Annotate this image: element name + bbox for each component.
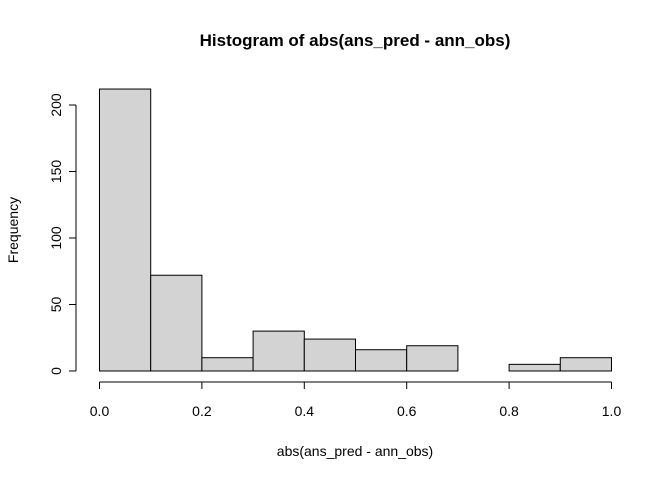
x-tick-label: 0.2 (192, 403, 212, 419)
x-tick-label: 0.0 (90, 403, 110, 419)
histogram-bar-4 (303, 338, 356, 372)
y-axis: 0 50 100 150 200 (48, 93, 77, 375)
chart-title: Histogram of abs(ans_pred - ann_obs) (200, 31, 511, 50)
y-tick-label: 0 (48, 367, 64, 375)
histogram-bar-5 (355, 349, 408, 372)
x-tick-label: 0.6 (397, 403, 417, 419)
y-tick-label: 150 (48, 160, 64, 184)
y-tick-label: 50 (48, 297, 64, 313)
bars-group (99, 88, 612, 372)
x-tick-label: 0.8 (499, 403, 519, 419)
histogram-bar-8 (508, 363, 561, 372)
y-axis-label: Frequency (5, 197, 21, 263)
y-tick-label: 100 (48, 226, 64, 250)
histogram-bar-2 (201, 357, 254, 372)
y-tick-label: 200 (48, 93, 64, 117)
histogram-bar-0 (99, 88, 152, 372)
x-tick-label: 1.0 (602, 403, 622, 419)
histogram-bar-1 (150, 274, 203, 372)
x-axis-label: abs(ans_pred - ann_obs) (277, 443, 433, 459)
x-tick-label: 0.4 (295, 403, 315, 419)
histogram-bar-9 (559, 357, 612, 372)
histogram-bar-3 (252, 330, 305, 372)
x-axis: 0.0 0.2 0.4 0.6 0.8 1.0 (90, 381, 622, 419)
histogram-bar-6 (406, 345, 459, 372)
